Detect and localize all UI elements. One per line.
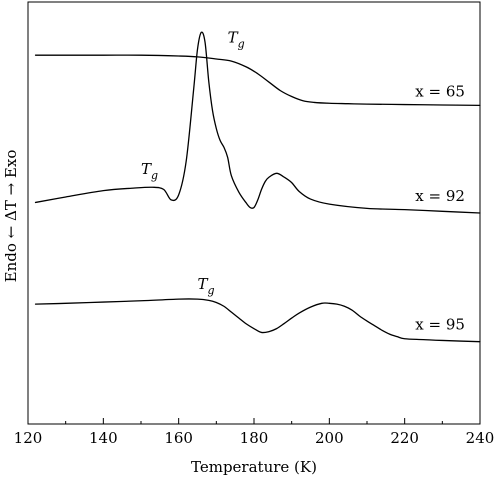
tg-label: Tg — [228, 29, 245, 51]
series-label: x = 65 — [415, 83, 465, 101]
x-tick-label: 180 — [240, 429, 269, 447]
x-tick-label: 160 — [164, 429, 193, 447]
series-label: x = 95 — [415, 315, 465, 333]
series-line-1 — [34, 54, 481, 107]
series-line-2 — [34, 31, 481, 214]
tg-label: Tg — [198, 275, 215, 297]
plot-frame — [27, 1, 481, 425]
x-axis-ticks — [27, 418, 481, 424]
series-label: x = 92 — [415, 187, 465, 205]
x-tick-label: 120 — [14, 429, 43, 447]
series-line-3 — [34, 298, 481, 343]
x-tick-label: 220 — [390, 429, 419, 447]
x-tick-label: 140 — [89, 429, 118, 447]
series-curves — [34, 31, 481, 343]
curve-annotations: Tg Tg Tg x = 65 x = 92 x = 95 — [141, 29, 465, 334]
y-axis-title: Endo ← ΔT → Exo — [2, 150, 20, 283]
tg-label: Tg — [141, 160, 158, 182]
x-axis-title: Temperature (K) — [191, 458, 317, 476]
x-tick-label: 240 — [466, 429, 495, 447]
x-tick-label: 200 — [315, 429, 344, 447]
x-axis-tick-labels: 120 140 160 180 200 220 240 — [14, 429, 495, 447]
